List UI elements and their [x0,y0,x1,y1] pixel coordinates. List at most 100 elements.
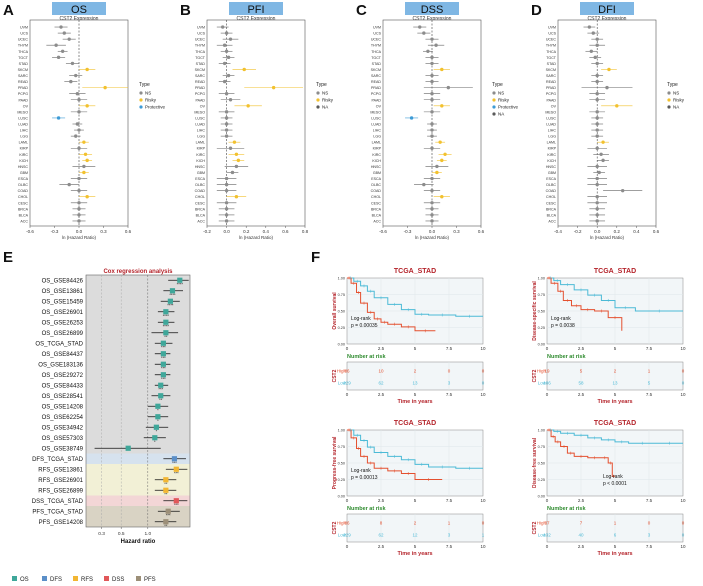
x-tick-label: -0.4 [554,229,562,234]
panel-label-D: D [531,2,542,19]
cancer-label: DLBC [18,183,28,187]
x-tick-label: 0.8 [302,229,309,234]
km-title: TCGA_STAD [594,420,636,427]
cancer-label: ACC [197,219,205,223]
panel-header-title: DSS [421,4,444,16]
cancer-label: TGCT [195,56,206,60]
legend-label: NS [673,91,679,96]
legend-marker [139,105,143,109]
legend-marker [492,91,496,95]
hr-point [220,25,225,29]
cancer-label: THCA [195,50,205,54]
hr-point [103,85,107,90]
hr-point [85,67,89,72]
cancer-label: PRAD [546,86,556,90]
risk-count: 0 [682,369,685,374]
cox-hr-marker [163,477,169,483]
risk-count: 58 [578,381,584,386]
risk-count: 5 [580,369,583,374]
cancer-label: KIRC [372,153,381,157]
hr-point [595,122,599,126]
cancer-label: UCS [20,32,28,36]
cox-hr-marker [177,277,183,283]
risk-x-tick-label: 2.5 [578,392,585,397]
hr-point [62,31,66,35]
cancer-label: LUSC [371,116,381,120]
cox-row-label: OS_GSE14208 [42,404,84,410]
cox-significance: **** [163,323,170,328]
cox-hr-marker [158,393,164,399]
cox-significance: **** [177,281,184,286]
cancer-label: TGCT [18,56,29,60]
cancer-label: UVM [548,26,556,30]
km-curve-low [547,429,683,444]
hr-point [595,37,599,41]
legend-label: Protective [145,105,166,110]
cancer-label: PRAD [371,86,381,90]
cancer-label: LGG [197,135,205,139]
legend-label: Risky [673,98,685,103]
legend-label: Risky [498,98,510,103]
hr-point [595,219,599,223]
cancer-label: BLCA [19,213,29,217]
km-curve-high [547,277,623,331]
cox-row-label: OS_GSE13861 [42,289,84,295]
hr-point [440,158,444,163]
hr-point [422,31,426,35]
cox-legend-marker [136,576,141,581]
cancer-label: ESCA [371,177,381,181]
cox-significance: * [157,418,159,423]
cox-row-label: OS_GSE15459 [42,299,84,305]
cancer-label: SARC [18,74,28,78]
hr-point [593,55,597,60]
cox-forest-panel: Cox regression analysis 0.3 0.5 1.0 Hazard r… [12,269,191,583]
cancer-label: MESO [17,110,28,114]
panel-label-B: B [180,2,191,19]
risk-y-axis-label: CST2 [532,369,538,382]
hr-point [430,110,434,114]
cox-row-label: OS_TCGA_STAD [35,341,83,347]
legend-marker [492,105,496,109]
hr-point [589,49,594,53]
hr-point [67,37,71,41]
km-logrank-label: Log-rank [351,468,371,474]
legend-title: Type [316,82,327,88]
cancer-label: KIRP [197,147,206,151]
km-y-tick-label: 0.50 [538,310,545,314]
cox-hr-marker [160,372,166,378]
km-x-tick-label: 5 [414,498,417,503]
legend-marker [492,98,496,102]
hr-point [435,164,439,169]
x-tick-label: 0.4 [263,229,270,234]
cancer-label: UVM [20,26,28,30]
risk-count: 86 [344,521,350,526]
cox-legend-label: OS [20,577,29,583]
x-tick-label: -0.3 [404,229,412,234]
cancer-label: PAAD [195,98,205,102]
legend-marker [316,105,320,109]
cancer-label: TGCT [371,56,382,60]
hr-point [597,170,601,175]
cox-row-label: OS_GSE84426 [42,278,84,284]
cox-row-label: OS_GSE84433 [42,383,84,389]
x-tick-label: -0.2 [203,229,211,234]
hr-point [228,37,233,41]
cancer-label: COAD [195,189,206,193]
legend-label: NS [322,91,328,96]
hr-point [224,201,229,205]
km-x-tick-label: 2.5 [578,346,585,351]
km-logrank-label: Log-rank [551,316,571,322]
cancer-label: CHOL [371,195,381,199]
risk-x-tick-label: 10 [680,544,686,549]
hr-point [595,195,599,199]
hr-point [430,128,434,132]
risk-count: 1 [648,369,651,374]
hr-point [430,134,434,138]
cancer-label: DLBC [546,183,556,187]
cox-hr-marker [173,466,179,472]
hr-point [434,43,438,47]
risk-count: 37 [544,521,550,526]
km-y-tick-label: 0.25 [338,478,345,482]
x-axis-label: ln (Hazard Ratio) [239,235,274,240]
